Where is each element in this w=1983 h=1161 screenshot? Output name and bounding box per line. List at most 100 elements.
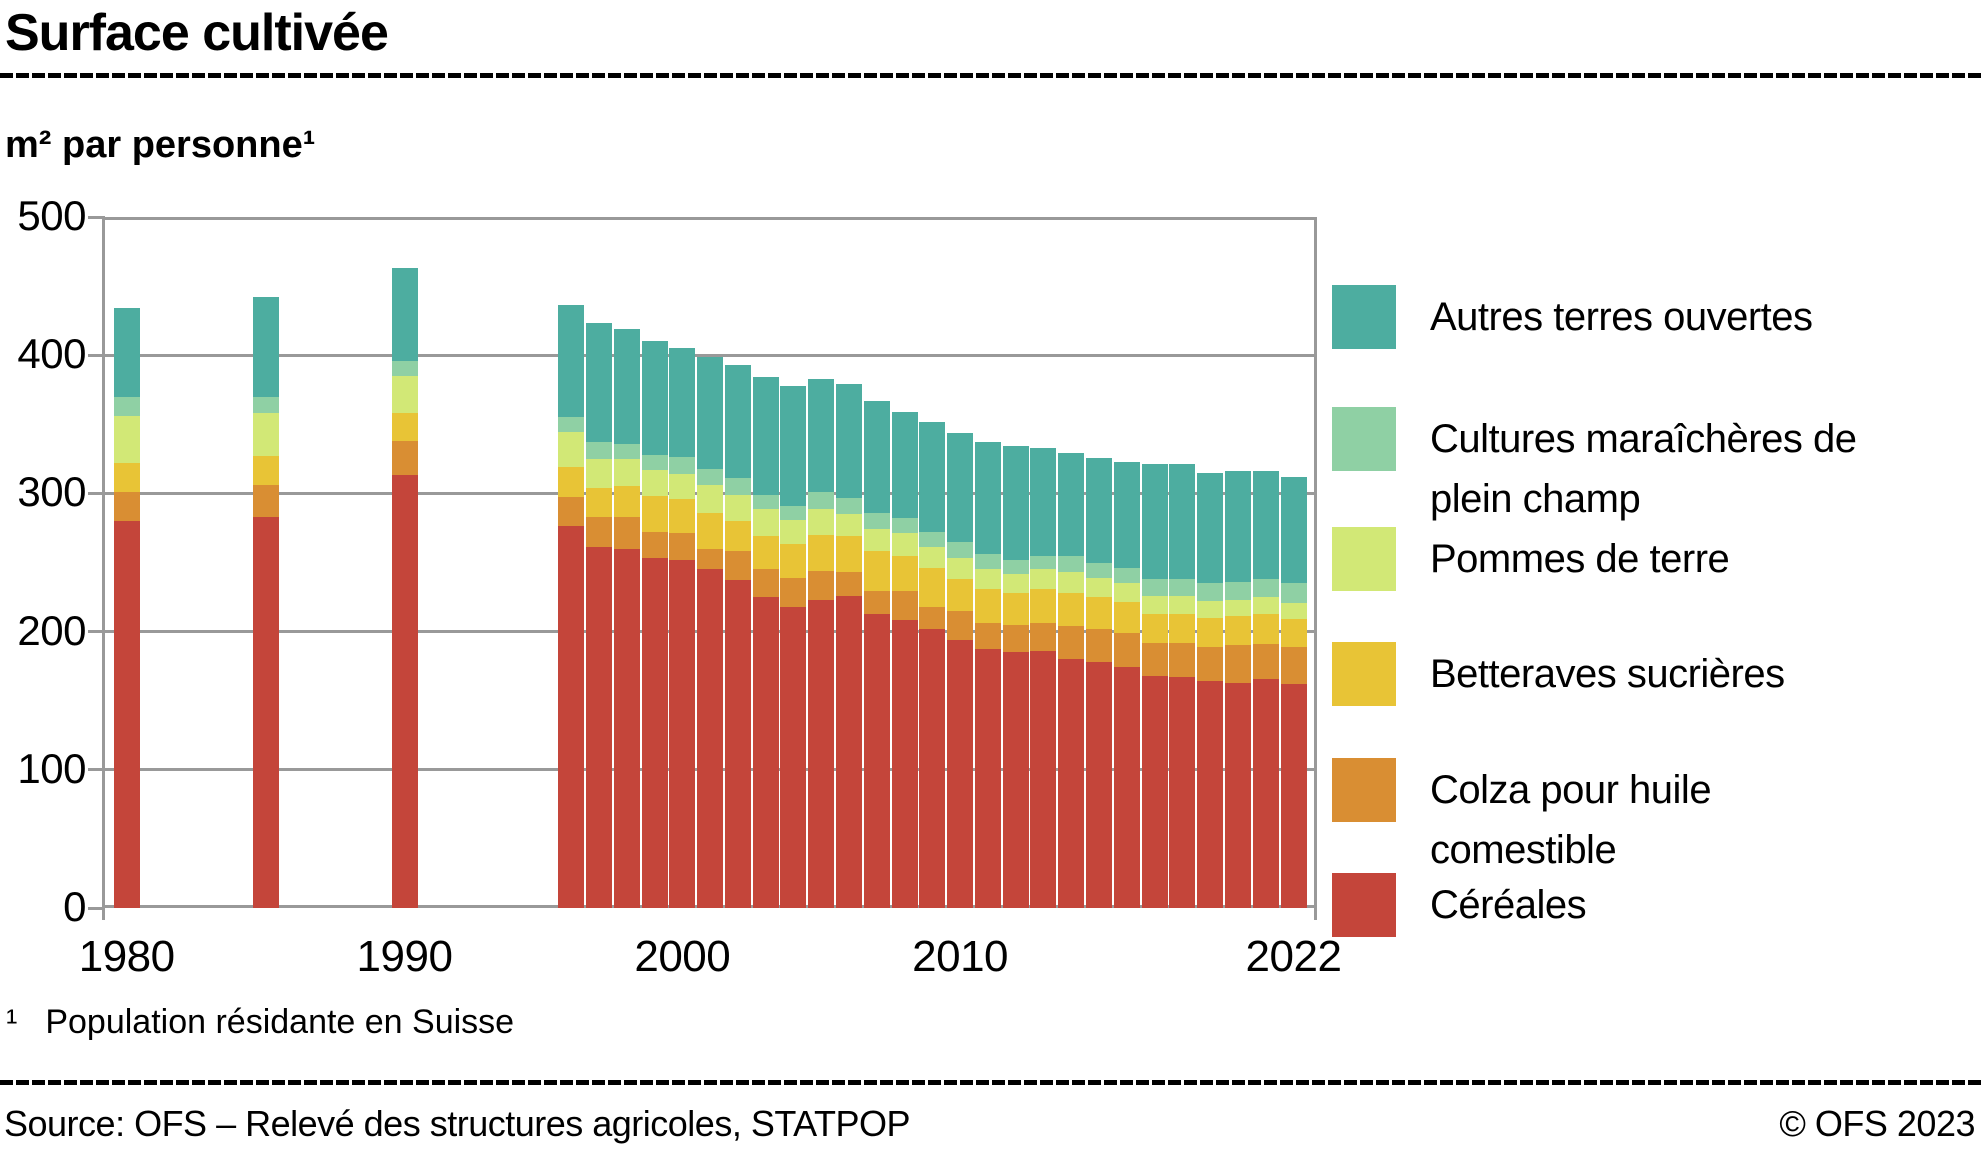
bar-segment-2022-Colza pour huile comestible	[1280, 646, 1307, 684]
copyright-text: © OFS 2023	[1779, 1103, 1975, 1144]
bar-segment-2013-Betteraves sucrières	[1030, 588, 1057, 624]
bar-segment-2016-Colza pour huile comestible	[1113, 632, 1140, 668]
bar-segment-1990-Pommes de terre	[391, 375, 418, 414]
bar-segment-2007-Pommes de terre	[863, 529, 890, 552]
bar-segment-2022-Céréales	[1280, 683, 1307, 908]
bar-segment-2004-Cultures maraîchères de plein champ	[780, 505, 807, 520]
bar-segment-2000-Cultures maraîchères de plein champ	[669, 457, 696, 475]
footnote-text: Population résidante en Suisse	[45, 1003, 515, 1041]
bar-segment-1999-Cultures maraîchères de plein champ	[641, 454, 668, 470]
source-text: Source: OFS – Relevé des structures agri…	[4, 1103, 911, 1144]
bar-segment-2014-Pommes de terre	[1058, 572, 1085, 593]
legend-swatch-Pommes de terre	[1332, 527, 1396, 591]
bar-segment-2008-Cultures maraîchères de plein champ	[891, 518, 918, 534]
x-axis-label-1980: 1980	[78, 932, 175, 981]
bar-segment-2019-Colza pour huile comestible	[1197, 646, 1224, 682]
bar-segment-2012-Autres terres ouvertes	[1002, 446, 1029, 560]
bar-segment-1990-Betteraves sucrières	[391, 413, 418, 441]
bar-segment-2003-Céréales	[752, 596, 779, 908]
bar-segment-1999-Colza pour huile comestible	[641, 532, 668, 559]
bar-1997	[586, 323, 612, 908]
y-axis-tick-100	[88, 768, 105, 772]
bar-segment-1998-Colza pour huile comestible	[613, 516, 640, 549]
bar-segment-1985-Betteraves sucrières	[252, 456, 279, 486]
frame-left	[102, 217, 105, 920]
y-axis-label-400: 400	[17, 330, 86, 378]
bar-segment-2012-Colza pour huile comestible	[1002, 624, 1029, 653]
bar-segment-2003-Colza pour huile comestible	[752, 569, 779, 597]
bar-segment-2006-Colza pour huile comestible	[836, 572, 862, 596]
bar-segment-2007-Autres terres ouvertes	[863, 400, 890, 513]
page-title: Surface cultivée	[5, 4, 389, 62]
bar-1999	[641, 341, 668, 908]
bar-segment-2020-Betteraves sucrières	[1224, 616, 1251, 646]
bar-2014	[1058, 453, 1085, 909]
bar-segment-2015-Betteraves sucrières	[1086, 596, 1112, 629]
bar-2002	[724, 364, 751, 908]
bar-segment-2018-Cultures maraîchères de plein champ	[1169, 579, 1196, 596]
bar-segment-2010-Betteraves sucrières	[947, 579, 974, 611]
bar-segment-2001-Autres terres ouvertes	[697, 356, 724, 469]
bar-segment-1990-Colza pour huile comestible	[391, 440, 418, 476]
bar-segment-2004-Betteraves sucrières	[780, 544, 807, 578]
bar-segment-1997-Colza pour huile comestible	[586, 516, 612, 548]
bar-segment-2010-Céréales	[947, 639, 974, 908]
bar-segment-1996-Céréales	[558, 526, 585, 908]
bar-segment-2021-Betteraves sucrières	[1252, 613, 1279, 645]
bar-segment-2017-Pommes de terre	[1141, 595, 1168, 614]
bar-segment-2013-Cultures maraîchères de plein champ	[1030, 555, 1057, 570]
bar-segment-2022-Betteraves sucrières	[1280, 619, 1307, 647]
bar-segment-2017-Autres terres ouvertes	[1141, 464, 1168, 580]
bar-segment-2018-Colza pour huile comestible	[1169, 642, 1196, 678]
bar-segment-2015-Cultures maraîchères de plein champ	[1086, 562, 1112, 578]
bar-segment-2005-Pommes de terre	[808, 508, 835, 535]
bar-segment-1985-Autres terres ouvertes	[252, 297, 279, 397]
bar-segment-2009-Colza pour huile comestible	[919, 606, 946, 629]
bar-segment-2015-Céréales	[1086, 661, 1112, 908]
bar-segment-1999-Betteraves sucrières	[641, 496, 668, 533]
bar-segment-2012-Pommes de terre	[1002, 573, 1029, 593]
bar-1980	[113, 308, 140, 908]
bar-segment-2018-Autres terres ouvertes	[1169, 464, 1196, 580]
bar-2008	[891, 411, 918, 908]
bar-segment-2009-Autres terres ouvertes	[919, 421, 946, 533]
bar-segment-2005-Cultures maraîchères de plein champ	[808, 492, 835, 509]
bar-2020	[1224, 471, 1251, 908]
y-axis-tick-0	[88, 906, 105, 910]
bar-segment-2005-Betteraves sucrières	[808, 534, 835, 571]
bar-segment-2022-Autres terres ouvertes	[1280, 476, 1307, 584]
bar-segment-2019-Betteraves sucrières	[1197, 617, 1224, 647]
bar-segment-2011-Autres terres ouvertes	[974, 442, 1001, 555]
bar-segment-2008-Pommes de terre	[891, 533, 918, 556]
bar-1990	[391, 268, 418, 908]
bar-segment-2003-Betteraves sucrières	[752, 536, 779, 570]
bar-2012	[1002, 446, 1029, 908]
bar-segment-2021-Cultures maraîchères de plein champ	[1252, 579, 1279, 598]
bar-segment-2002-Autres terres ouvertes	[724, 364, 751, 479]
bar-2019	[1197, 472, 1224, 908]
bar-segment-2010-Pommes de terre	[947, 558, 974, 580]
x-axis-label-2000: 2000	[634, 932, 731, 981]
legend-label-Betteraves sucrières: Betteraves sucrières	[1430, 652, 1785, 696]
bar-2022	[1280, 476, 1307, 908]
bar-segment-2002-Céréales	[724, 580, 751, 908]
bar-segment-1980-Colza pour huile comestible	[113, 491, 140, 521]
bar-segment-2002-Cultures maraîchères de plein champ	[724, 478, 751, 495]
bar-segment-2019-Céréales	[1197, 681, 1224, 908]
bar-segment-2011-Cultures maraîchères de plein champ	[974, 554, 1001, 570]
bar-segment-2005-Céréales	[808, 599, 835, 908]
y-axis-tick-400	[88, 353, 105, 357]
bar-segment-2011-Betteraves sucrières	[974, 588, 1001, 624]
bar-segment-2015-Pommes de terre	[1086, 577, 1112, 597]
bar-segment-2018-Céréales	[1169, 677, 1196, 908]
x-axis-label-2022: 2022	[1245, 932, 1342, 981]
bar-segment-2015-Colza pour huile comestible	[1086, 628, 1112, 662]
bar-segment-2016-Autres terres ouvertes	[1113, 461, 1140, 568]
bar-segment-2001-Colza pour huile comestible	[697, 548, 724, 570]
bar-segment-2010-Autres terres ouvertes	[947, 432, 974, 542]
bar-2015	[1086, 457, 1112, 909]
bar-segment-2011-Colza pour huile comestible	[974, 623, 1001, 650]
bar-2001	[697, 356, 724, 908]
bar-segment-2003-Autres terres ouvertes	[752, 377, 779, 495]
bar-segment-1999-Autres terres ouvertes	[641, 341, 668, 455]
